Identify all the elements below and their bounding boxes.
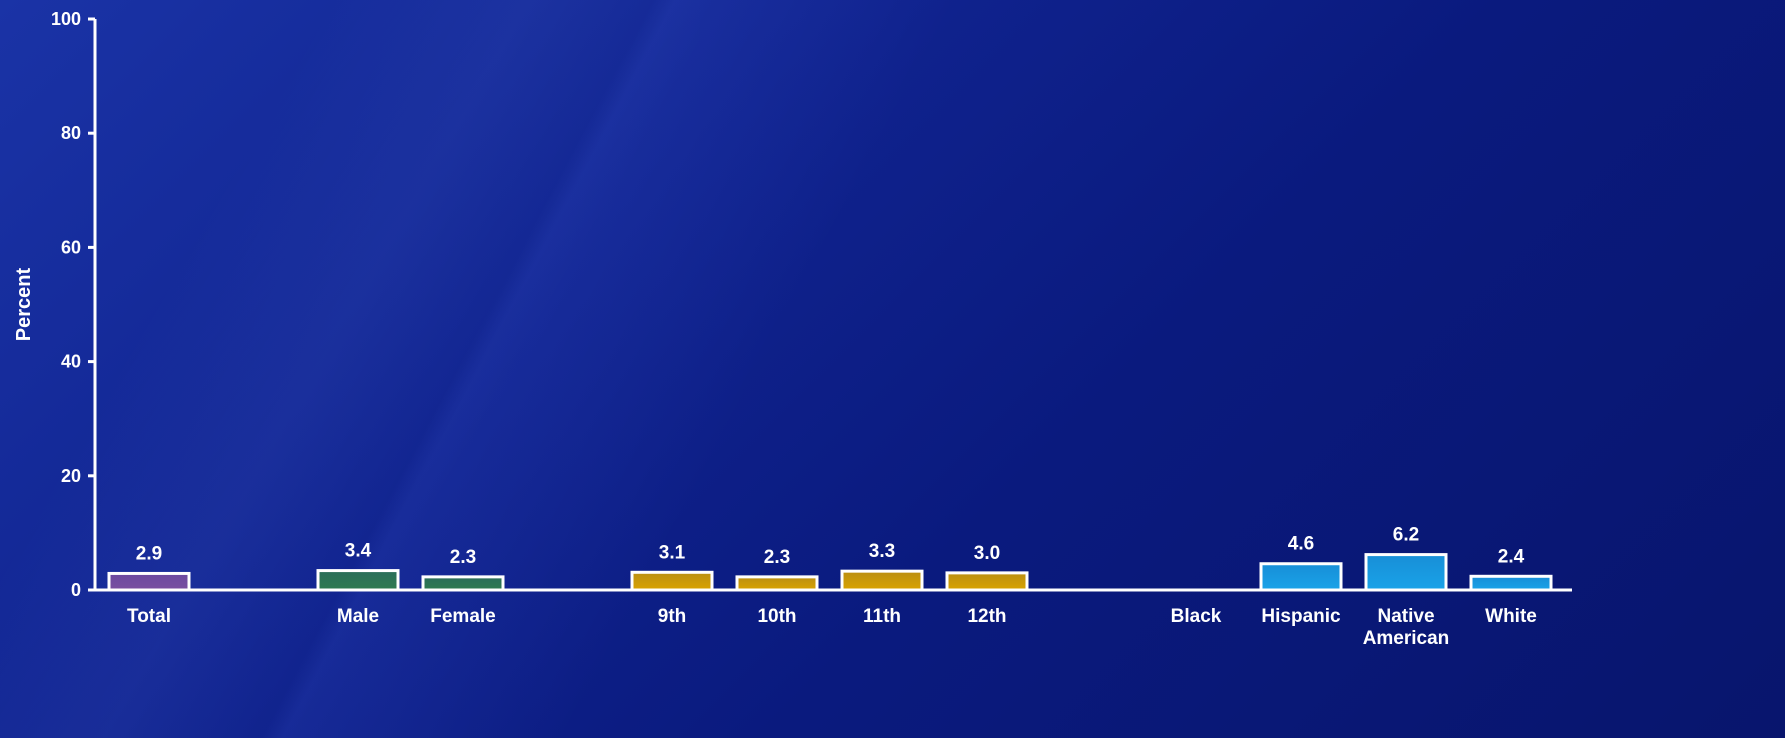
y-tick-label: 20	[61, 466, 81, 486]
bar-value-label: 3.1	[659, 542, 686, 563]
bar	[1364, 553, 1448, 592]
bar	[735, 575, 819, 592]
bar	[1469, 574, 1553, 592]
x-axis-labels: Total Male Female 9th 10th 11th 12th Black Hispa…	[127, 606, 1537, 649]
category-label: Hispanic	[1261, 606, 1341, 627]
bar-value-label: 3.4	[345, 541, 372, 562]
y-tick-label: 80	[61, 123, 81, 143]
bar-value-label: 2.9	[136, 543, 162, 564]
bar-value-label: 2.3	[450, 547, 476, 568]
bar	[840, 569, 924, 592]
category-label: Male	[337, 606, 379, 627]
y-axis: 0 20 40 60 80 100	[51, 9, 95, 600]
bar-value-label: 2.4	[1498, 546, 1525, 567]
y-axis-title: Percent	[13, 267, 35, 341]
y-tick-label: 60	[61, 237, 81, 257]
y-tick-label: 40	[61, 352, 81, 372]
bar	[945, 571, 1029, 592]
bar-value-label: 2.3	[764, 547, 790, 568]
bar-value-label: 3.0	[974, 543, 1000, 564]
category-label: Total	[127, 606, 171, 627]
y-tick-label: 100	[51, 9, 81, 29]
bar	[316, 569, 400, 592]
category-label: 11th	[863, 606, 901, 627]
category-label: 12th	[967, 606, 1006, 627]
bar-value-label: 3.3	[869, 541, 895, 562]
category-label: Female	[430, 606, 495, 627]
bar	[1259, 562, 1343, 592]
bars: 2.9 3.4 2.3 3.1 2.3 3.3 3.0 4.6 6.2 2.4	[107, 525, 1553, 592]
bar	[630, 570, 714, 592]
bar-value-label: 4.6	[1288, 534, 1314, 555]
category-label: 10th	[757, 606, 796, 627]
y-tick-label: 0	[71, 580, 81, 600]
bar	[107, 571, 191, 592]
category-label: American	[1363, 628, 1450, 649]
bar	[421, 575, 505, 592]
category-label: Black	[1171, 606, 1222, 627]
category-label: White	[1485, 606, 1537, 627]
category-label: Native	[1377, 606, 1434, 627]
bar-value-label: 6.2	[1393, 525, 1419, 546]
category-label: 9th	[658, 606, 687, 627]
